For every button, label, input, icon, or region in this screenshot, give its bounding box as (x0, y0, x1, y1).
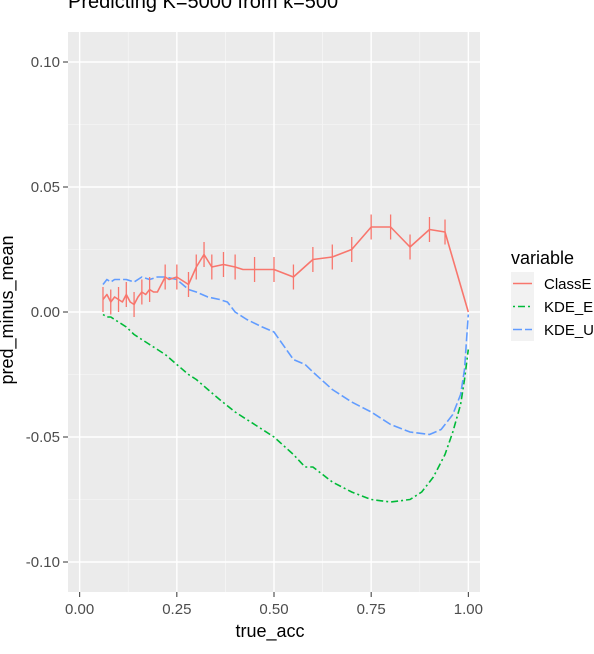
legend-label-KDE_E: KDE_E (544, 299, 593, 316)
series-ClassE (102, 214, 470, 317)
legend-title: variable (511, 248, 574, 268)
x-tick-label: 0.00 (65, 601, 94, 618)
series-KDE_U (102, 276, 470, 436)
y-axis: -0.10 -0.05 0.00 0.05 0.10 (26, 54, 68, 571)
y-tick-label: -0.10 (26, 554, 60, 571)
y-tick-label: 0.05 (31, 179, 60, 196)
x-tick-label: 1.00 (454, 601, 483, 618)
y-tick-label: 0.10 (31, 54, 60, 71)
legend-label-KDE_U: KDE_U (544, 322, 594, 339)
series-layer (102, 214, 470, 503)
x-axis-title: true_acc (235, 621, 304, 642)
x-tick-label: 0.50 (259, 601, 288, 618)
y-tick-label: -0.05 (26, 429, 60, 446)
x-axis: 0.00 0.25 0.50 0.75 1.00 (65, 592, 483, 618)
legend: variable ClassE KDE_E KDE_U (511, 248, 594, 341)
legend-key-background (511, 318, 534, 341)
series-KDE_E (102, 313, 470, 503)
series-line-KDE_U (102, 276, 470, 436)
y-axis-title: pred_minus_mean (0, 235, 18, 384)
x-tick-label: 0.75 (357, 601, 386, 618)
y-tick-label: 0.00 (31, 304, 60, 321)
legend-label-ClassE: ClassE (544, 276, 592, 293)
series-line-KDE_E (102, 313, 470, 503)
chart-title: Predicting K=5000 from k=500 (68, 0, 338, 13)
x-tick-label: 0.25 (162, 601, 191, 618)
